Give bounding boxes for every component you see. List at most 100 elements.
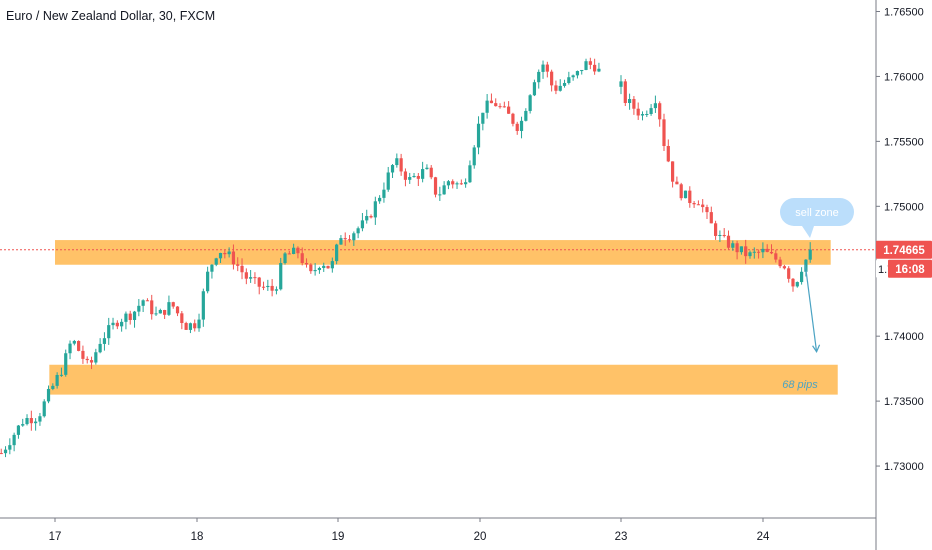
candle-body bbox=[124, 313, 128, 322]
candle-body bbox=[145, 300, 150, 302]
candle bbox=[3, 446, 8, 458]
candle-body bbox=[692, 203, 696, 205]
candle-body bbox=[34, 421, 38, 424]
candle bbox=[446, 179, 451, 190]
candle bbox=[283, 252, 287, 265]
candle-body bbox=[507, 106, 511, 114]
candle-body bbox=[511, 113, 515, 124]
candle bbox=[154, 306, 158, 316]
candle bbox=[223, 250, 227, 259]
candle-body bbox=[718, 235, 722, 237]
candle bbox=[29, 410, 33, 431]
candle bbox=[787, 266, 791, 283]
candle bbox=[309, 263, 313, 274]
candle-body bbox=[326, 265, 330, 269]
candle bbox=[739, 246, 743, 255]
candle bbox=[339, 235, 343, 245]
candle-body bbox=[519, 120, 524, 131]
candle-body bbox=[584, 61, 588, 70]
candle bbox=[640, 111, 645, 121]
candle-body bbox=[666, 146, 670, 162]
candle-body bbox=[382, 189, 386, 198]
candle bbox=[94, 348, 98, 365]
candle-body bbox=[550, 71, 554, 86]
candle bbox=[64, 349, 68, 377]
candle bbox=[38, 412, 42, 426]
candle-body bbox=[774, 253, 778, 260]
candle bbox=[201, 288, 205, 327]
candle-body bbox=[515, 123, 519, 131]
candle-body bbox=[640, 114, 645, 116]
candle-body bbox=[249, 277, 253, 279]
candle-body bbox=[683, 190, 688, 199]
candle bbox=[619, 75, 623, 95]
candle bbox=[623, 79, 627, 107]
price-tick-label: 1.76500 bbox=[884, 6, 924, 18]
candle bbox=[249, 270, 253, 283]
candle bbox=[128, 310, 132, 325]
candle bbox=[524, 108, 528, 122]
candle bbox=[412, 172, 416, 178]
candle-body bbox=[85, 358, 89, 361]
candle bbox=[537, 69, 541, 89]
candle bbox=[51, 383, 55, 391]
candle bbox=[532, 79, 537, 97]
candle-body bbox=[343, 238, 347, 240]
candle bbox=[731, 240, 735, 251]
candle-body bbox=[167, 302, 171, 315]
candle-body bbox=[163, 310, 167, 315]
candle bbox=[455, 181, 459, 189]
countdown-badge bbox=[888, 259, 932, 278]
candle-body bbox=[59, 374, 64, 376]
candle bbox=[653, 95, 657, 113]
candle bbox=[287, 250, 291, 255]
candle bbox=[399, 153, 403, 176]
candle-body bbox=[180, 313, 184, 324]
sell-zone-label: sell zone bbox=[795, 207, 838, 219]
candle-body bbox=[369, 216, 373, 218]
candle-body bbox=[72, 341, 76, 344]
candle-body bbox=[575, 71, 580, 76]
candle bbox=[279, 257, 283, 291]
candle bbox=[662, 113, 666, 151]
candle bbox=[102, 332, 107, 351]
candle-body bbox=[292, 247, 296, 254]
candle-body bbox=[335, 244, 339, 262]
candle-body bbox=[257, 277, 261, 287]
candle-body bbox=[102, 338, 107, 344]
candle bbox=[774, 249, 778, 263]
candle-body bbox=[214, 258, 218, 265]
candle bbox=[800, 267, 804, 285]
candle-body bbox=[395, 158, 399, 166]
candle bbox=[98, 338, 102, 354]
candle-body bbox=[628, 99, 632, 104]
candle bbox=[558, 79, 562, 92]
candle bbox=[778, 256, 782, 269]
candle-body bbox=[468, 165, 472, 183]
candle-body bbox=[313, 270, 317, 272]
candle bbox=[132, 310, 137, 328]
candle bbox=[347, 235, 352, 243]
candle-body bbox=[476, 123, 481, 148]
candle bbox=[481, 112, 485, 131]
candle-body bbox=[352, 233, 356, 241]
candle-body bbox=[800, 271, 804, 283]
candle-body bbox=[442, 185, 446, 195]
candle bbox=[55, 372, 59, 389]
candle bbox=[498, 103, 502, 109]
candle-body bbox=[42, 401, 46, 417]
projection-arrowhead bbox=[812, 344, 821, 354]
candle bbox=[81, 345, 85, 364]
candle bbox=[632, 96, 636, 115]
candle bbox=[352, 231, 356, 246]
candle bbox=[68, 340, 72, 360]
candle bbox=[562, 79, 567, 88]
candle bbox=[158, 308, 162, 314]
candle-body bbox=[532, 82, 537, 96]
candle-body bbox=[25, 418, 29, 425]
candle-body bbox=[455, 183, 459, 185]
candle-body bbox=[795, 282, 799, 287]
candle-body bbox=[571, 75, 575, 78]
candle-body bbox=[120, 321, 124, 327]
